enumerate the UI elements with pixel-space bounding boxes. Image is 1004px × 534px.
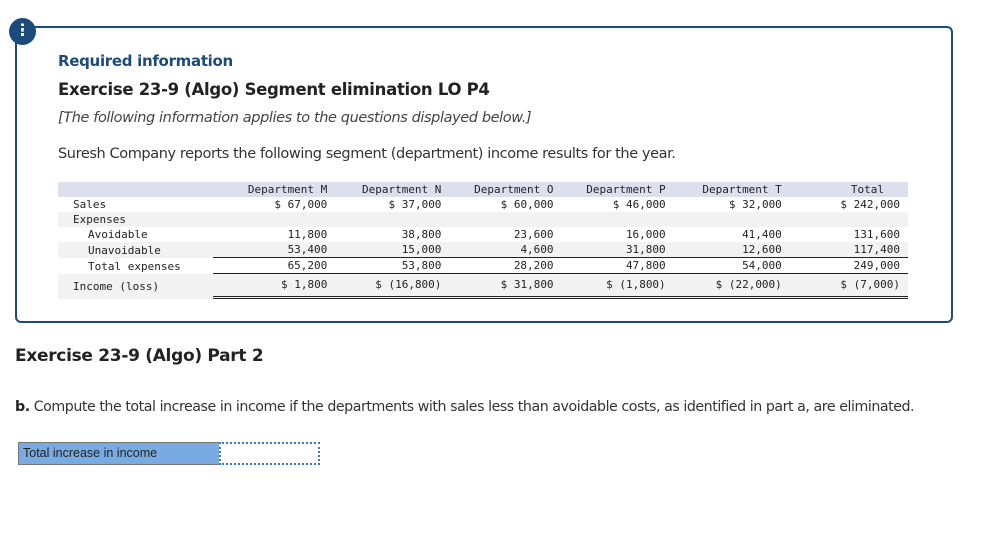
row-label: Expenses (58, 212, 214, 227)
cell: 47,800 (561, 258, 674, 274)
intro-text: Suresh Company reports the following seg… (58, 146, 676, 162)
question-text: b. Compute the total increase in income … (15, 399, 915, 415)
cell: $ (22,000) (673, 274, 790, 299)
cell: $ (16,800) (335, 274, 450, 299)
alert-icon: ! (9, 18, 36, 45)
cell (213, 212, 336, 227)
cell: 131,600 (853, 228, 900, 241)
cell: $ (1,800) (561, 274, 674, 299)
cell: $ 60,000 (500, 198, 554, 211)
cell: 41,400 (742, 228, 782, 241)
table-row-unavoidable: Unavoidable 53,400 15,000 4,600 31,800 1… (58, 242, 908, 258)
cell (449, 212, 562, 227)
cell (335, 212, 450, 227)
cell: 117,400 (789, 242, 908, 258)
required-information-heading: Required information (58, 52, 233, 70)
cell: 16,000 (625, 228, 666, 241)
table-row-income: Income (loss) $ 1,800 $ (16,800) $ 31,80… (58, 274, 908, 299)
cell: 249,000 (789, 258, 908, 274)
cell: $ 37,000 (388, 198, 442, 211)
header-department-n: Department N (335, 182, 450, 197)
header-department-t: Department T (673, 182, 790, 197)
cell: $ 32,000 (728, 198, 782, 211)
cell: $ 1,800 (213, 274, 336, 299)
row-label: Sales (73, 198, 107, 211)
cell: 11,800 (287, 228, 328, 241)
header-department-p: Department P (561, 182, 674, 197)
row-label: Avoidable (88, 228, 148, 241)
header-department-m: Department M (213, 182, 336, 197)
table-row-expenses: Expenses (58, 212, 908, 227)
segment-income-table: Department M Department N Department O D… (58, 182, 908, 299)
cell: 4,600 (449, 242, 562, 258)
cell: 28,200 (449, 258, 562, 274)
header-department-o: Department O (449, 182, 562, 197)
header-total: Total (789, 182, 908, 197)
cell: $ 242,000 (840, 198, 900, 211)
cell: $ 31,800 (449, 274, 562, 299)
cell: 12,600 (673, 242, 790, 258)
cell: 53,800 (335, 258, 450, 274)
exercise-title: Exercise 23-9 (Algo) Segment elimination… (58, 80, 490, 99)
cell: 31,800 (561, 242, 674, 258)
table-row-sales: Sales $ 67,000 $ 37,000 $ 60,000 $ 46,00… (58, 197, 908, 212)
cell: 65,200 (213, 258, 336, 274)
cell: $ 67,000 (274, 198, 328, 211)
required-information-panel (15, 26, 953, 323)
cell (789, 212, 908, 227)
cell: 38,800 (401, 228, 442, 241)
row-label: Total expenses (88, 259, 181, 273)
cell: $ 46,000 (612, 198, 666, 211)
applies-note: [The following information applies to th… (58, 110, 532, 126)
table-row-total-expenses: Total expenses 65,200 53,800 28,200 47,8… (58, 258, 908, 274)
table-header-row: Department M Department N Department O D… (58, 182, 908, 197)
cell: 54,000 (673, 258, 790, 274)
cell (561, 212, 674, 227)
cell: 15,000 (335, 242, 450, 258)
cell: 23,600 (513, 228, 554, 241)
question-body: Compute the total increase in income if … (29, 399, 915, 415)
table-row-avoidable: Avoidable 11,800 38,800 23,600 16,000 41… (58, 227, 908, 242)
answer-label: Total increase in income (18, 442, 220, 465)
cell: 53,400 (213, 242, 336, 258)
header-label (58, 182, 214, 197)
question-prefix: b. (15, 399, 30, 415)
row-label: Unavoidable (58, 242, 214, 258)
row-label: Income (loss) (58, 274, 214, 299)
total-increase-input[interactable] (219, 442, 320, 465)
part2-title: Exercise 23-9 (Algo) Part 2 (15, 346, 264, 366)
cell: $ (7,000) (789, 274, 908, 299)
cell (673, 212, 790, 227)
